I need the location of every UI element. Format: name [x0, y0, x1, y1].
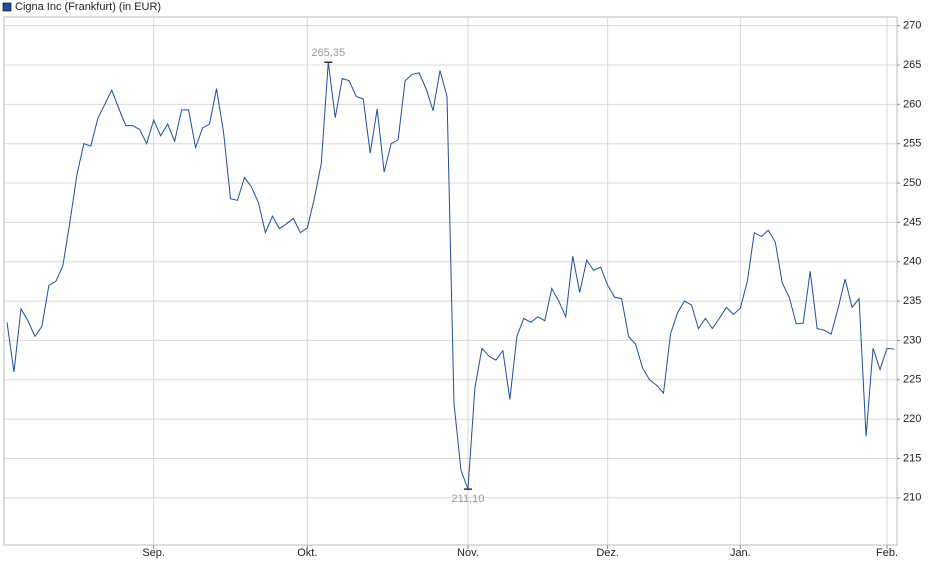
x-tick-label: Jan. — [730, 547, 751, 559]
y-tick-label: 265 — [903, 59, 921, 71]
y-tick-label: 225 — [903, 374, 921, 386]
y-tick-label: 255 — [903, 138, 921, 150]
y-tick-label: 215 — [903, 452, 921, 464]
y-tick-label: 260 — [903, 98, 921, 110]
y-tick-label: 230 — [903, 334, 921, 346]
x-tick-label: Sep. — [142, 547, 165, 559]
plot-frame — [3, 16, 898, 546]
x-tick-label: Feb. — [876, 547, 898, 559]
price-line — [6, 62, 895, 490]
y-tick-label: 245 — [903, 216, 921, 228]
y-tick-label: 210 — [903, 492, 921, 504]
y-tick-label: 270 — [903, 20, 921, 32]
y-tick-label: 240 — [903, 256, 921, 268]
y-tick-label: 250 — [903, 177, 921, 189]
value-label: 211,10 — [452, 493, 485, 505]
x-tick-label: Dez. — [596, 547, 619, 559]
legend-swatch — [2, 2, 12, 12]
value-label: 265,35 — [311, 47, 345, 59]
y-tick-label: 220 — [903, 413, 921, 425]
y-tick-label: 235 — [903, 295, 921, 307]
x-tick-label: Nov. — [457, 547, 479, 559]
x-tick-label: Okt. — [297, 547, 317, 559]
legend-label: Cigna Inc (Frankfurt) (in EUR) — [15, 1, 161, 13]
